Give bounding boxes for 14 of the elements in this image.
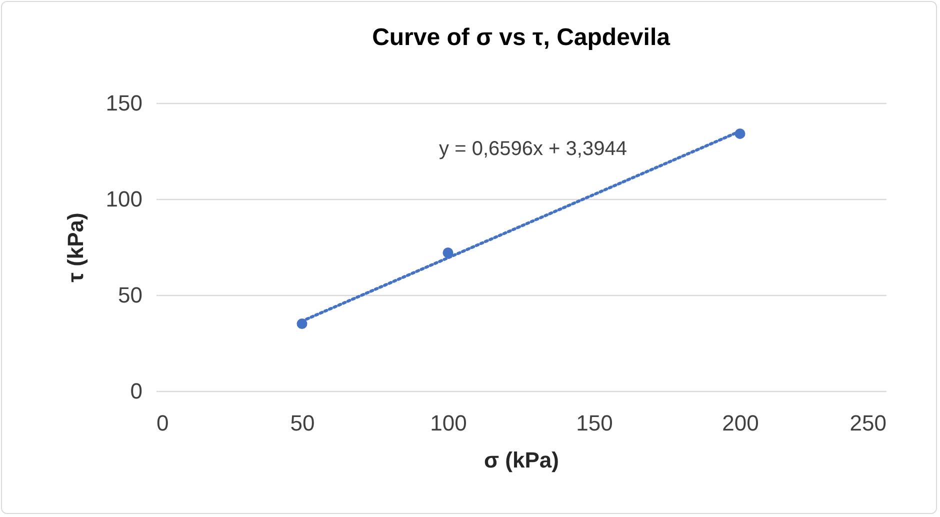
x-tick-label: 100 (430, 410, 467, 436)
x-tick-label: 50 (290, 410, 315, 436)
y-tick-label: 150 (106, 90, 142, 116)
y-tick-label: 0 (130, 378, 142, 404)
x-tick-label: 0 (156, 410, 169, 436)
y-tick-label: 50 (118, 282, 142, 308)
y-axis-title: τ (kPa) (62, 212, 88, 282)
x-tick-label: 200 (722, 410, 759, 436)
chart-title: Curve of σ vs τ, Capdevila (372, 24, 671, 51)
annotation: y = 0,6596x + 3,3944 (439, 138, 627, 160)
y-tick-label: 100 (106, 186, 142, 212)
x-tick-label: 250 (850, 410, 886, 436)
x-tick-label: 150 (576, 410, 613, 436)
x-axis-title: σ (kPa) (484, 448, 559, 472)
